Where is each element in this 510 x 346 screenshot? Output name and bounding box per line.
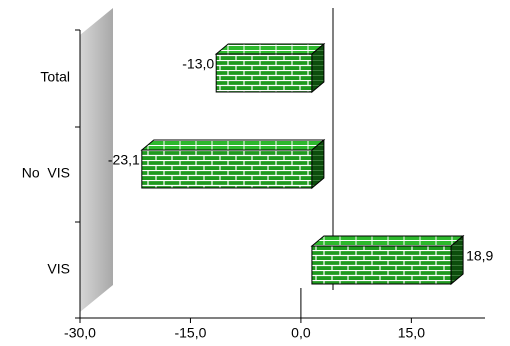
bar-front	[311, 245, 452, 285]
x-tick-label: -15,0	[174, 325, 206, 341]
data-label: 18,9	[466, 248, 493, 264]
bar-top	[214, 43, 326, 55]
x-tick-label: -30,0	[64, 325, 96, 341]
bar	[214, 42, 326, 94]
bar-top	[140, 139, 326, 151]
category-ticks	[75, 29, 80, 319]
y-tick-label: VIS	[47, 261, 70, 277]
data-label: -13,0	[182, 56, 214, 72]
bar-side	[450, 234, 464, 286]
bar-side	[311, 138, 325, 190]
bar-front	[141, 149, 313, 189]
side-wall	[80, 8, 113, 312]
bar	[140, 138, 326, 190]
bar-front	[215, 53, 313, 93]
y-tick-label: Total	[40, 69, 70, 85]
data-label: -23,1	[108, 152, 140, 168]
x-tick-label: 0,0	[291, 325, 311, 341]
bar-top	[310, 235, 465, 247]
bar	[310, 234, 465, 286]
x-tick-label: 15,0	[398, 325, 425, 341]
bar-side	[311, 42, 325, 94]
y-tick-label: No VIS	[22, 165, 70, 181]
